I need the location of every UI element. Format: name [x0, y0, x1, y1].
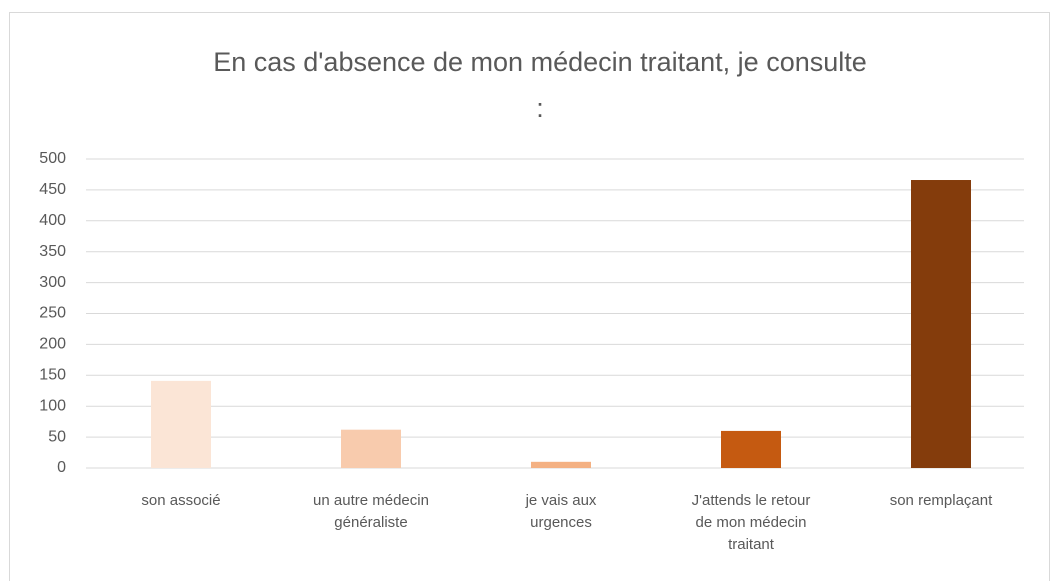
bar — [151, 380, 211, 468]
bar — [531, 461, 591, 468]
y-tick-label: 150 — [39, 367, 66, 384]
y-tick-label: 0 — [57, 459, 66, 476]
chart-title: En cas d'absence de mon médecin traitant… — [213, 47, 867, 77]
x-tick-label: J'attends le retour de mon médecin trait… — [691, 492, 811, 553]
y-tick-label: 500 — [39, 150, 66, 167]
y-tick-label: 100 — [39, 397, 66, 414]
y-tick-label: 350 — [39, 243, 66, 260]
bar — [721, 430, 781, 468]
y-tick-label: 50 — [48, 428, 66, 445]
chart-title: : — [536, 93, 544, 123]
y-tick-label: 250 — [39, 305, 66, 322]
x-tick-label: je vais aux urgences — [525, 492, 597, 531]
y-tick-label: 300 — [39, 274, 66, 291]
bar — [911, 180, 971, 468]
y-tick-label: 450 — [39, 181, 66, 198]
x-tick-label: un autre médecin généraliste — [313, 492, 429, 531]
x-tick-label: son remplaçant — [889, 492, 993, 509]
y-tick-label: 200 — [39, 336, 66, 353]
bar — [341, 429, 401, 468]
x-tick-label: son associé — [141, 492, 221, 509]
y-tick-label: 400 — [39, 212, 66, 229]
chart-border — [9, 12, 1050, 581]
